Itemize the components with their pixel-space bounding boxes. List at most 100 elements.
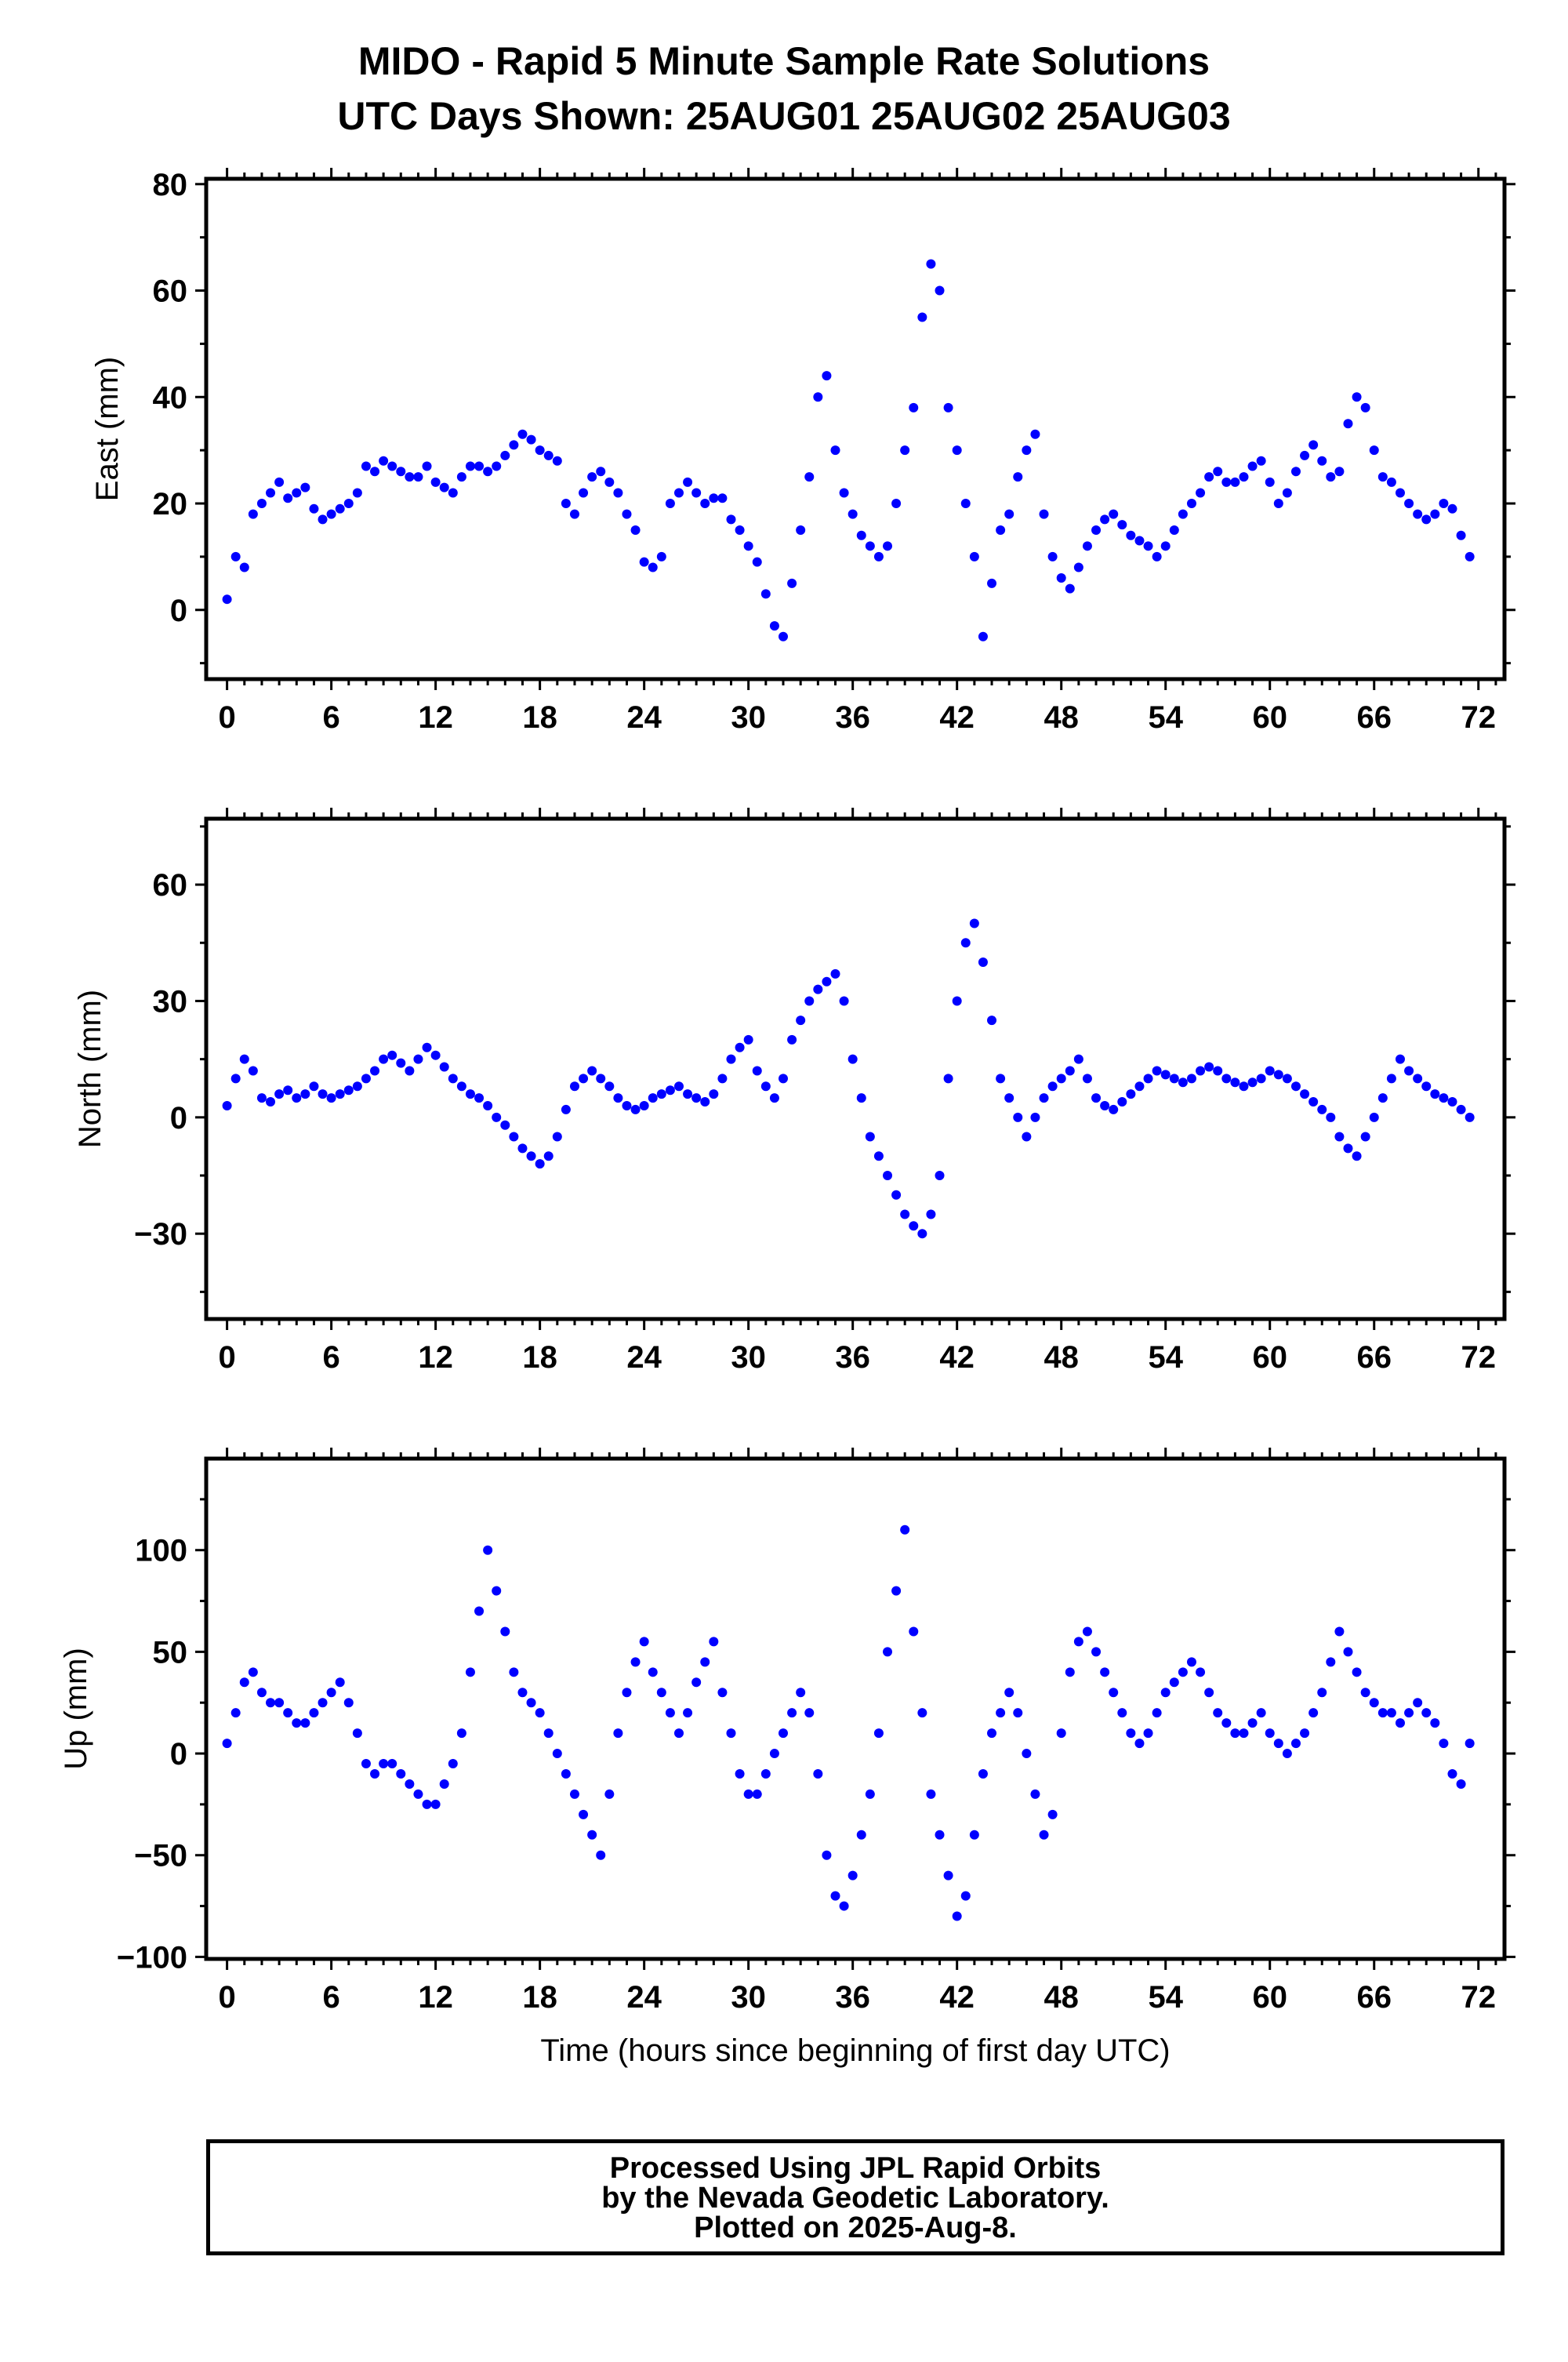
data-point <box>1083 1626 1092 1636</box>
data-point <box>387 1759 397 1768</box>
x-tick-label: 0 <box>218 1980 235 2015</box>
data-point <box>570 1790 579 1799</box>
data-point <box>1308 440 1318 449</box>
data-point <box>413 1055 423 1064</box>
data-point <box>822 1851 831 1860</box>
data-point <box>379 456 388 466</box>
data-point <box>283 1708 292 1717</box>
data-point <box>691 1093 701 1103</box>
data-point <box>691 1677 701 1687</box>
data-point <box>1196 1667 1205 1677</box>
data-point <box>596 467 605 476</box>
data-point <box>274 1698 284 1707</box>
data-point <box>1343 1143 1352 1153</box>
data-point <box>1204 1063 1214 1072</box>
plot-frame-0 <box>206 179 1504 679</box>
data-point <box>700 1657 710 1666</box>
data-point <box>1187 499 1196 508</box>
data-point <box>909 1221 918 1230</box>
data-point <box>440 1063 449 1072</box>
data-point <box>1230 1077 1240 1087</box>
data-point <box>527 1698 536 1707</box>
data-point <box>423 1043 432 1052</box>
data-point <box>1134 536 1144 546</box>
data-point <box>223 1739 232 1748</box>
data-point <box>700 499 710 508</box>
data-point <box>300 1089 310 1099</box>
data-point <box>1404 499 1414 508</box>
data-point <box>1413 510 1422 519</box>
data-point <box>413 472 423 481</box>
data-point <box>753 1066 762 1075</box>
data-point <box>1239 1081 1248 1091</box>
x-tick-label: 30 <box>731 1980 766 2015</box>
x-tick-label: 30 <box>731 700 766 735</box>
data-point <box>500 451 510 460</box>
plot-frame-2 <box>206 1459 1504 1959</box>
data-point <box>336 504 345 514</box>
data-point <box>274 1089 284 1099</box>
data-point <box>891 1190 901 1200</box>
x-tick-label: 0 <box>218 1340 235 1375</box>
data-point <box>405 472 414 481</box>
data-point <box>683 1089 692 1099</box>
data-point <box>309 1081 318 1091</box>
x-tick-label: 24 <box>626 700 662 735</box>
data-point <box>474 462 484 471</box>
data-point <box>1213 1066 1222 1075</box>
data-point <box>387 1051 397 1060</box>
data-point <box>822 371 831 380</box>
data-point <box>1439 1093 1448 1103</box>
data-point <box>431 1051 441 1060</box>
data-point <box>1378 1093 1388 1103</box>
data-point <box>1187 1074 1196 1083</box>
data-point <box>1265 1066 1275 1075</box>
data-point <box>866 541 875 551</box>
data-point <box>926 1209 935 1219</box>
data-point <box>1361 1132 1370 1142</box>
data-point <box>1161 541 1171 551</box>
data-point <box>874 1728 884 1738</box>
data-point <box>917 1708 927 1717</box>
data-point <box>500 1626 510 1636</box>
data-point <box>223 594 232 604</box>
data-point <box>840 996 849 1005</box>
data-point <box>1013 1708 1022 1717</box>
data-point <box>353 1728 362 1738</box>
data-point <box>387 462 397 471</box>
data-point <box>1065 584 1075 594</box>
data-point <box>1204 472 1214 481</box>
data-point <box>1117 1097 1127 1107</box>
data-point <box>1178 510 1188 519</box>
data-point <box>1117 1708 1127 1717</box>
data-point <box>266 1097 275 1107</box>
plot-frame-1 <box>206 819 1504 1319</box>
data-point <box>457 472 466 481</box>
data-point <box>1317 1105 1327 1114</box>
data-point <box>292 1718 301 1728</box>
data-point <box>1100 514 1109 524</box>
data-point <box>1030 1790 1040 1799</box>
data-point <box>1040 510 1049 519</box>
data-point <box>604 1790 614 1799</box>
data-point <box>509 1667 518 1677</box>
data-point <box>466 1089 475 1099</box>
data-point <box>1447 1769 1457 1779</box>
data-point <box>1283 488 1292 497</box>
data-point <box>917 312 927 322</box>
data-point <box>231 552 241 561</box>
data-point <box>1134 1739 1144 1748</box>
data-point <box>657 1089 666 1099</box>
data-point <box>683 478 692 487</box>
data-point <box>318 1089 328 1099</box>
data-point <box>1187 1657 1196 1666</box>
data-point <box>579 488 588 497</box>
y-axis-label: Up (mm) <box>59 1648 93 1770</box>
data-point <box>709 1637 718 1646</box>
data-point <box>361 1074 371 1083</box>
data-point <box>1004 1093 1014 1103</box>
y-tick-label: 80 <box>153 168 188 202</box>
data-point <box>1057 573 1066 583</box>
data-point <box>935 286 945 296</box>
data-point <box>726 1728 735 1738</box>
